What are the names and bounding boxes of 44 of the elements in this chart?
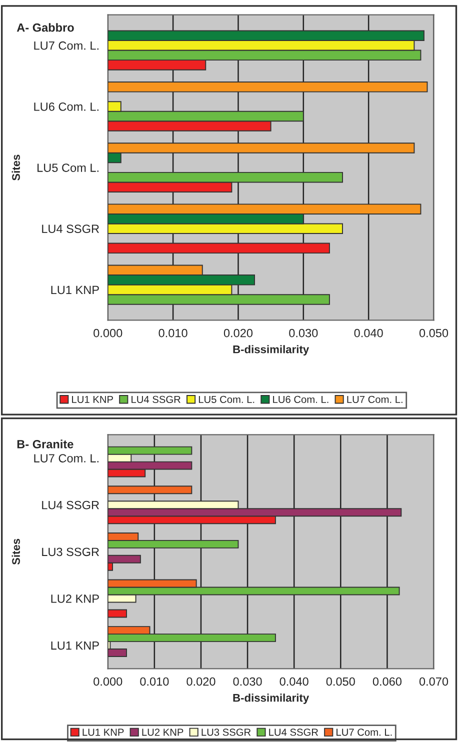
bar	[108, 82, 428, 92]
legend-label: LU7 Com. L.	[347, 396, 402, 404]
x-tick-label: 0.010	[140, 677, 169, 686]
y-tick-label: LU4 SSGR	[42, 500, 99, 510]
y-tick-label: LU3 SSGR	[42, 548, 99, 556]
x-tick-label: 0.040	[354, 328, 383, 338]
y-tick-label: LU1 KNP	[51, 286, 99, 294]
x-tick-label: 0.000	[94, 328, 122, 338]
x-tick-label: 0.010	[158, 328, 188, 338]
x-tick-label: 0.070	[419, 677, 448, 686]
bar	[108, 242, 330, 254]
legend-label: LU3 SSGR	[202, 728, 251, 736]
x-axis-title: B-dissimilarity	[233, 694, 310, 704]
y-tick-label: LU7 Com. L.	[34, 454, 98, 462]
y-tick-label: LU1 KNP	[51, 641, 99, 650]
y-tick-label: LU4 SSGR	[42, 224, 99, 234]
y-tick-label: LU7 Com. L.	[34, 41, 98, 50]
bar	[108, 609, 127, 618]
x-tick-label: 0.030	[233, 677, 262, 686]
legend-label: LU4 SSGR	[269, 728, 318, 736]
legend-label: LU7 Com. L.	[336, 728, 392, 736]
legend-label: LU6 Com. L.	[273, 396, 328, 404]
text: A- Gabbro	[16, 23, 74, 32]
x-tick-label: 0.000	[94, 677, 122, 686]
y-tick-label: LU5 Com L.	[38, 164, 98, 172]
legend-label: LU4 SSGR	[132, 396, 180, 404]
y-tick-label: LU6 Com. L.	[34, 102, 98, 111]
y-axis-title: Sites	[12, 154, 20, 181]
legend-label: LU1 KNP	[72, 396, 113, 404]
y-axis-title: Sites	[12, 538, 20, 565]
x-axis-title: B-dissimilarity	[233, 345, 310, 356]
x-tick-label: 0.060	[372, 677, 402, 686]
legend-label: LU5 Com. L.	[198, 396, 254, 404]
x-tick-label: 0.020	[224, 328, 253, 338]
x-tick-label: 0.050	[419, 328, 448, 338]
legend-label: LU2 KNP	[142, 728, 184, 736]
x-tick-label: 0.040	[280, 677, 308, 686]
legend-label: LU1 KNP	[82, 728, 124, 736]
x-tick-label: 0.030	[289, 328, 318, 338]
y-tick-label: LU2 KNP	[51, 594, 99, 603]
chart-title: B- Granite	[17, 440, 74, 448]
bar	[108, 486, 192, 494]
x-tick-label: 0.020	[186, 677, 216, 686]
x-tick-label: 0.050	[326, 677, 355, 686]
